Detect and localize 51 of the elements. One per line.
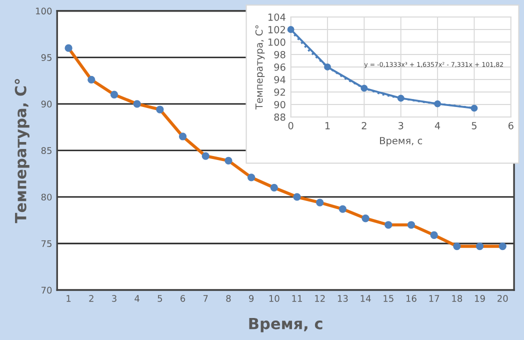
- x-tick-label: 6: [180, 295, 186, 302]
- point: [287, 26, 294, 33]
- x-tick-label: 6: [508, 122, 514, 130]
- x-tick-label: 13: [338, 295, 348, 302]
- x-tick-label: 12: [315, 295, 325, 302]
- x-axis-title: Время, с: [249, 318, 322, 332]
- y-tick-label: 80: [41, 194, 52, 201]
- x-tick-label: 18: [452, 295, 462, 302]
- x-tick-label: 1: [325, 122, 330, 130]
- y-tick-label: 92: [274, 88, 285, 96]
- x-tick-label: 10: [269, 295, 280, 302]
- x-tick-label: 4: [134, 295, 140, 302]
- y-tick-label: 88: [274, 113, 286, 121]
- x-tick-label: 5: [158, 295, 162, 302]
- x-tick-label: 9: [249, 295, 254, 302]
- x-tick-label: 20: [498, 295, 508, 302]
- y-tick-label: 104: [268, 13, 286, 21]
- x-tick-label: 14: [360, 295, 371, 302]
- x-tick-label: 17: [429, 295, 440, 302]
- x-tick-label: 3: [398, 122, 404, 130]
- y-tick-label: 96: [274, 63, 286, 71]
- y-tick-label: 95: [41, 54, 52, 61]
- x-tick-label: 4: [434, 122, 440, 130]
- x-tick-label: 7: [203, 295, 208, 302]
- y-tick-label: 100: [36, 8, 52, 14]
- y-axis-title: Температура, С°: [14, 79, 30, 224]
- x-tick-label: 2: [89, 295, 94, 302]
- x-tick-label: 5: [472, 122, 476, 130]
- y-tick-label: 75: [42, 240, 52, 248]
- y-tick-label: 94: [274, 76, 286, 84]
- x-tick-label: 11: [292, 295, 302, 302]
- y-tick-label: 98: [274, 50, 286, 58]
- y-tick-label: 102: [268, 26, 285, 34]
- y-tick-label: 70: [42, 286, 52, 294]
- x-tick-label: 16: [406, 295, 416, 302]
- x-tick-label: 1: [66, 295, 71, 302]
- y-tick-label: 85: [41, 147, 52, 154]
- x-axis-title: Время, с: [380, 137, 422, 146]
- x-tick-label: 0: [288, 122, 294, 130]
- point: [470, 104, 478, 112]
- y-tick-label: 90: [41, 100, 52, 108]
- y-tick-label: 100: [268, 38, 286, 46]
- x-tick-label: 8: [226, 295, 231, 302]
- y-tick-label: 90: [274, 100, 286, 108]
- point: [360, 84, 368, 92]
- x-tick-label: 19: [475, 295, 485, 302]
- x-tick-label: 15: [384, 295, 394, 302]
- x-tick-label: 2: [362, 122, 366, 130]
- y-axis-title: Температура, С°: [255, 25, 265, 110]
- point: [324, 64, 331, 70]
- x-tick-label: 3: [112, 295, 116, 302]
